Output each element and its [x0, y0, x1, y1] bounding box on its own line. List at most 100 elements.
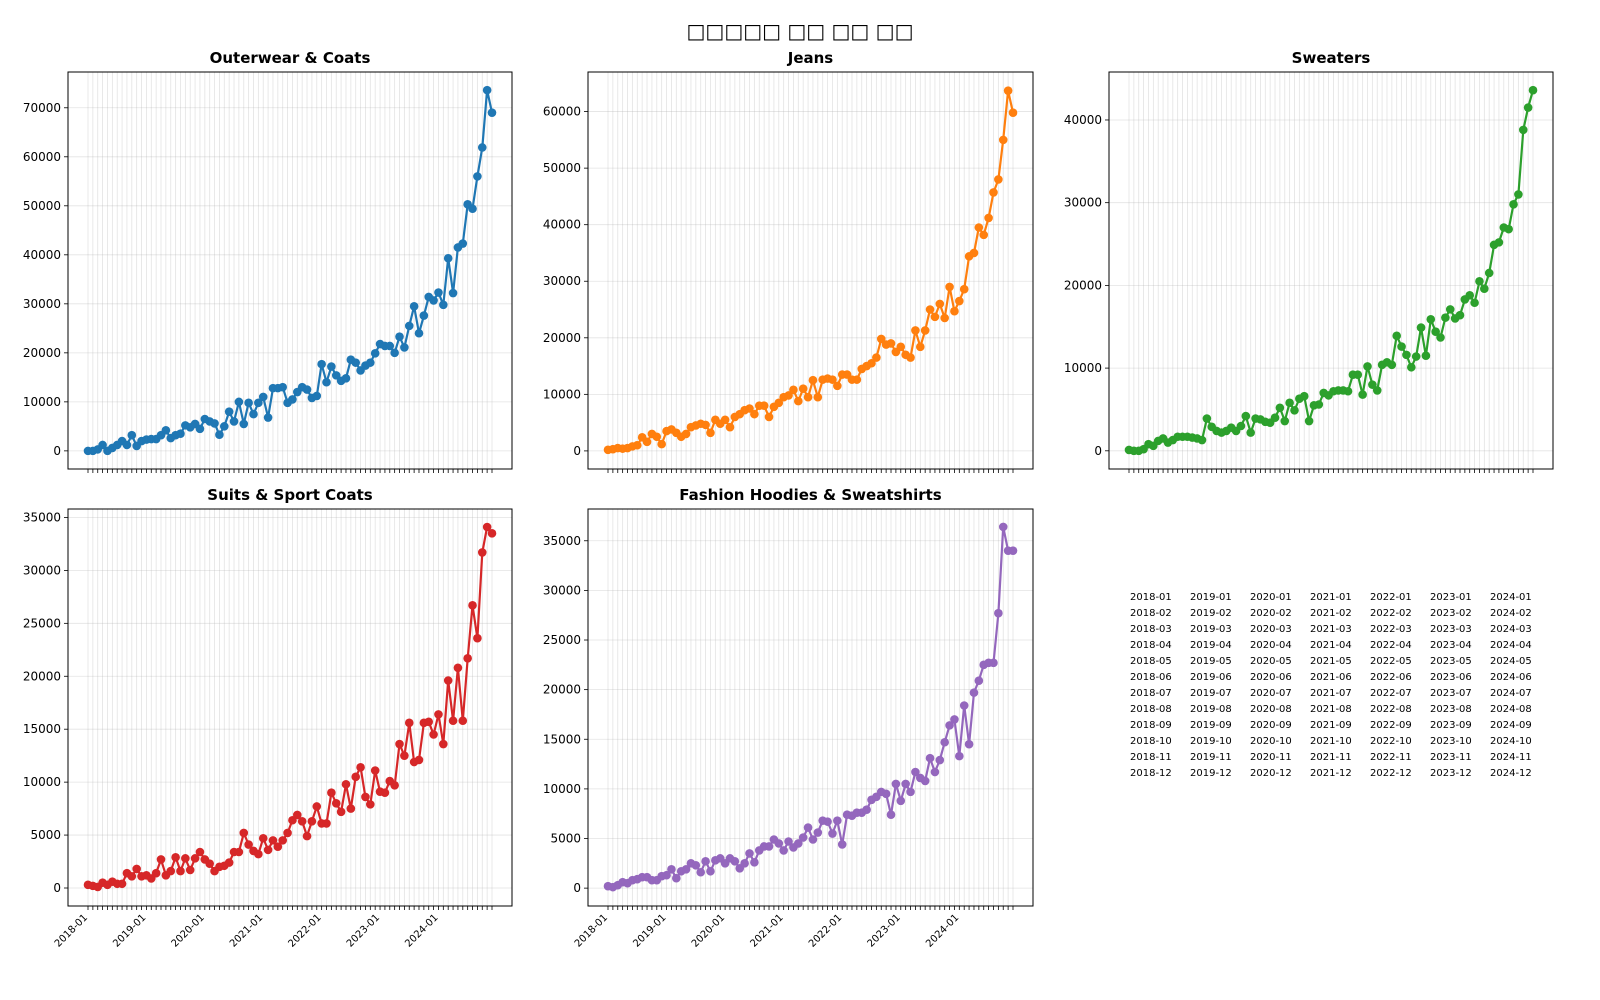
x-category-label: 2022-02: [1370, 608, 1412, 619]
x-category-label: 2018-06: [1130, 672, 1172, 683]
data-point: [794, 839, 803, 848]
data-point: [400, 751, 409, 760]
data-point: [955, 751, 964, 761]
data-point: [473, 633, 482, 643]
data-point: [632, 440, 642, 450]
data-point: [750, 409, 759, 419]
y-tick-label: 0: [1094, 444, 1102, 458]
x-category-label: 2021-02: [1310, 608, 1352, 619]
x-category-label: 2024-04: [1490, 640, 1532, 651]
y-tick-label: 40000: [543, 218, 581, 232]
data-point: [667, 864, 676, 874]
y-tick-label: 30000: [1064, 196, 1102, 210]
x-category-label: 2021-04: [1310, 640, 1352, 651]
x-category-label: 2024-05: [1490, 656, 1532, 667]
x-category-label: 2022-01: [1370, 592, 1412, 603]
x-tick-label: 2022-01: [286, 912, 323, 949]
data-point: [351, 772, 361, 782]
data-point: [477, 548, 487, 557]
x-category-label: 2022-04: [1370, 640, 1412, 651]
data-point: [1275, 403, 1285, 413]
data-point: [1353, 370, 1363, 380]
data-point: [959, 284, 969, 294]
data-point: [1407, 362, 1416, 372]
subplot-0: 0 10000 20000 30000 40000 50000 60000 70000 Oute…: [23, 49, 513, 473]
data-point: [959, 701, 969, 710]
data-point: [940, 313, 949, 323]
x-category-label: 2024-09: [1490, 720, 1532, 731]
x-category-label: 2020-11: [1250, 752, 1292, 763]
data-point: [955, 296, 964, 306]
data-point: [1523, 103, 1533, 112]
x-category-label: 2022-06: [1370, 672, 1412, 683]
data-point: [706, 428, 715, 438]
data-point: [414, 755, 424, 765]
x-category-label: 2019-08: [1190, 704, 1232, 715]
data-point: [458, 239, 468, 248]
data-point: [273, 842, 283, 852]
data-point: [974, 223, 984, 232]
y-tick-label: 15000: [543, 732, 581, 746]
data-point: [706, 866, 715, 876]
data-point: [886, 339, 896, 348]
data-point: [1363, 362, 1372, 371]
data-point: [1416, 323, 1426, 332]
x-category-label: 2019-11: [1190, 752, 1232, 763]
data-point: [979, 230, 989, 240]
x-category-label: 2018-01: [1130, 592, 1172, 603]
x-tick-label: 2019-01: [631, 912, 668, 949]
y-tick-label: 30000: [543, 274, 581, 288]
data-point: [828, 375, 837, 384]
x-category-label: 2020-02: [1250, 608, 1292, 619]
data-point: [1514, 190, 1523, 199]
data-point: [268, 836, 278, 845]
data-point: [1402, 350, 1411, 360]
data-point: [808, 835, 818, 844]
data-point: [998, 522, 1008, 532]
data-point: [989, 188, 998, 197]
x-tick-label: 2020-01: [690, 912, 727, 949]
x-category-label: 2020-03: [1250, 624, 1292, 635]
data-point: [798, 833, 808, 842]
subplot-title: Suits & Sport Coats: [207, 486, 372, 504]
data-point: [468, 204, 477, 214]
data-point: [813, 392, 823, 402]
data-point: [1236, 421, 1246, 431]
y-tick-label: 25000: [543, 633, 581, 647]
x-category-label: 2023-04: [1430, 640, 1472, 651]
x-tick-label: 2021-01: [748, 912, 785, 949]
x-category-label: 2021-06: [1310, 672, 1352, 683]
x-category-label: 2023-11: [1430, 752, 1472, 763]
x-category-label: 2023-12: [1430, 768, 1472, 779]
data-point: [1280, 416, 1290, 426]
y-tick-label: 60000: [23, 150, 61, 164]
x-tick-label: 2019-01: [111, 912, 148, 949]
data-point: [429, 296, 438, 305]
data-point: [312, 802, 322, 811]
data-point: [911, 326, 920, 335]
x-category-label: 2019-04: [1190, 640, 1232, 651]
subplot-1: 0 10000 20000 30000 40000 50000 60000 Jeans: [543, 49, 1034, 473]
data-point: [1445, 305, 1455, 314]
x-category-label: 2023-01: [1430, 592, 1472, 603]
x-category-label: 2023-08: [1430, 704, 1472, 715]
data-point: [322, 377, 331, 387]
data-point: [254, 849, 263, 859]
data-point: [906, 787, 915, 797]
x-category-label: 2020-01: [1250, 592, 1292, 603]
data-point: [984, 213, 993, 223]
x-tick-label: 2024-01: [403, 912, 440, 949]
data-point: [1008, 546, 1018, 555]
data-point: [312, 391, 322, 401]
data-point: [896, 342, 906, 352]
x-category-label: 2022-11: [1370, 752, 1412, 763]
data-point: [950, 306, 959, 316]
data-point: [1368, 380, 1377, 389]
x-category-label: 2021-08: [1310, 704, 1352, 715]
x-category-label: 2023-03: [1430, 624, 1472, 635]
y-tick-label: 0: [573, 444, 581, 458]
x-category-label: 2024-11: [1490, 752, 1532, 763]
data-point: [482, 522, 492, 532]
x-category-label: 2021-03: [1310, 624, 1352, 635]
data-point: [833, 381, 842, 391]
